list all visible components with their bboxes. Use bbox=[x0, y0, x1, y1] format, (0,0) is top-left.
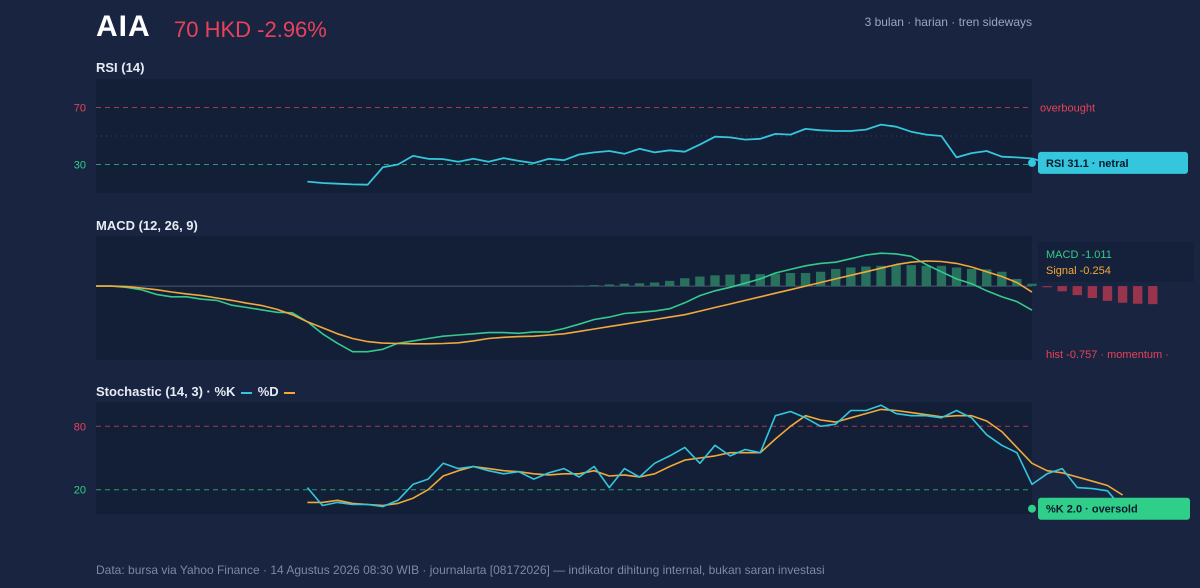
macd-hist-bar bbox=[634, 283, 645, 287]
macd-hist-bar bbox=[876, 265, 886, 287]
macd-hist-bar bbox=[589, 285, 599, 287]
macd-hist-bar bbox=[846, 267, 856, 287]
macd-hist-bar bbox=[1072, 286, 1082, 296]
macd-panel-bg bbox=[96, 236, 1032, 360]
rsi-panel-title: RSI (14) bbox=[96, 60, 145, 75]
macd-hist-bar bbox=[695, 276, 705, 287]
rsi-last-point bbox=[1028, 158, 1036, 167]
stoch-title-text: Stochastic (14, 3) · %K bbox=[96, 384, 236, 399]
rsi-overbought-label: overbought bbox=[1040, 103, 1095, 115]
macd-legend-macd: MACD -1.011 bbox=[1046, 249, 1112, 261]
macd-hist-bar bbox=[604, 284, 614, 287]
stoch-badge-text: %K 2.0 · oversold bbox=[1046, 504, 1138, 516]
stoch-ytick-80: 80 bbox=[74, 421, 86, 433]
macd-hist-bar bbox=[1042, 286, 1052, 288]
stoch-panel-title: Stochastic (14, 3) · %K %D bbox=[96, 384, 296, 399]
macd-hist-bar bbox=[815, 271, 826, 287]
macd-hist-bar bbox=[680, 278, 690, 287]
macd-hist-bar bbox=[997, 271, 1007, 287]
macd-hist-bar bbox=[1087, 286, 1098, 298]
stoch-d-line bbox=[307, 408, 1124, 507]
k-legend-swatch bbox=[241, 391, 253, 394]
macd-hist-bar bbox=[619, 283, 630, 287]
macd-hist-bar bbox=[785, 272, 796, 287]
rsi-badge bbox=[1038, 151, 1188, 174]
footer-note: Data: bursa via Yahoo Finance · 14 Agust… bbox=[96, 563, 825, 577]
d-legend-swatch bbox=[284, 391, 296, 394]
macd-hist-bar bbox=[574, 285, 584, 287]
macd-legend-box bbox=[1038, 242, 1194, 282]
signal-line bbox=[96, 260, 1033, 345]
stoch-d-label: %D bbox=[257, 384, 279, 399]
macd-hist-bar bbox=[921, 265, 932, 287]
ticker-symbol: AIA bbox=[96, 10, 151, 43]
macd-hist-bar bbox=[1102, 286, 1113, 301]
macd-hist-bar bbox=[951, 267, 962, 287]
stoch-k-line bbox=[306, 404, 1124, 510]
stoch-ytick-20: 20 bbox=[74, 485, 86, 497]
macd-hist-bar bbox=[710, 275, 720, 287]
rsi-ytick-30: 30 bbox=[74, 160, 86, 172]
macd-hist-bar bbox=[1057, 286, 1067, 292]
macd-hist-bar bbox=[800, 272, 811, 287]
macd-hist-bar bbox=[982, 269, 992, 287]
macd-hist-bar bbox=[1027, 283, 1037, 287]
rsi-ytick-70: 70 bbox=[74, 103, 86, 115]
macd-hist-bar bbox=[664, 280, 675, 287]
macd-hist-bar bbox=[755, 274, 765, 287]
macd-hist-bar bbox=[1132, 286, 1143, 304]
macd-hist-bar bbox=[906, 265, 916, 287]
stoch-panel-bg bbox=[96, 402, 1032, 514]
stoch-last-point bbox=[1028, 504, 1036, 513]
macd-hist-bar bbox=[740, 274, 750, 287]
macd-hist-bar bbox=[649, 282, 660, 287]
stoch-badge bbox=[1038, 497, 1190, 520]
macd-hist-bar bbox=[770, 273, 781, 287]
chart-subtitle: 3 bulan · harian · tren sideways bbox=[864, 15, 1032, 29]
macd-hist-note: hist -0.757 · momentum · bbox=[1046, 349, 1169, 361]
macd-hist-bar bbox=[966, 268, 977, 287]
macd-hist-bar bbox=[891, 265, 901, 287]
macd-line bbox=[96, 252, 1033, 353]
rsi-badge-text: RSI 31.1 · netral bbox=[1046, 158, 1129, 170]
macd-hist-bar bbox=[1148, 286, 1158, 305]
rsi-line bbox=[307, 123, 1048, 186]
macd-hist-bar bbox=[861, 266, 871, 287]
macd-hist-bar bbox=[725, 274, 735, 287]
macd-hist-bar bbox=[936, 265, 947, 287]
macd-hist-bar bbox=[831, 268, 841, 287]
price-change: 70 HKD -2.96% bbox=[174, 17, 327, 42]
macd-panel-title: MACD (12, 26, 9) bbox=[96, 218, 198, 233]
macd-hist-bar bbox=[1117, 286, 1128, 303]
macd-legend-signal: Signal -0.254 bbox=[1046, 265, 1111, 277]
